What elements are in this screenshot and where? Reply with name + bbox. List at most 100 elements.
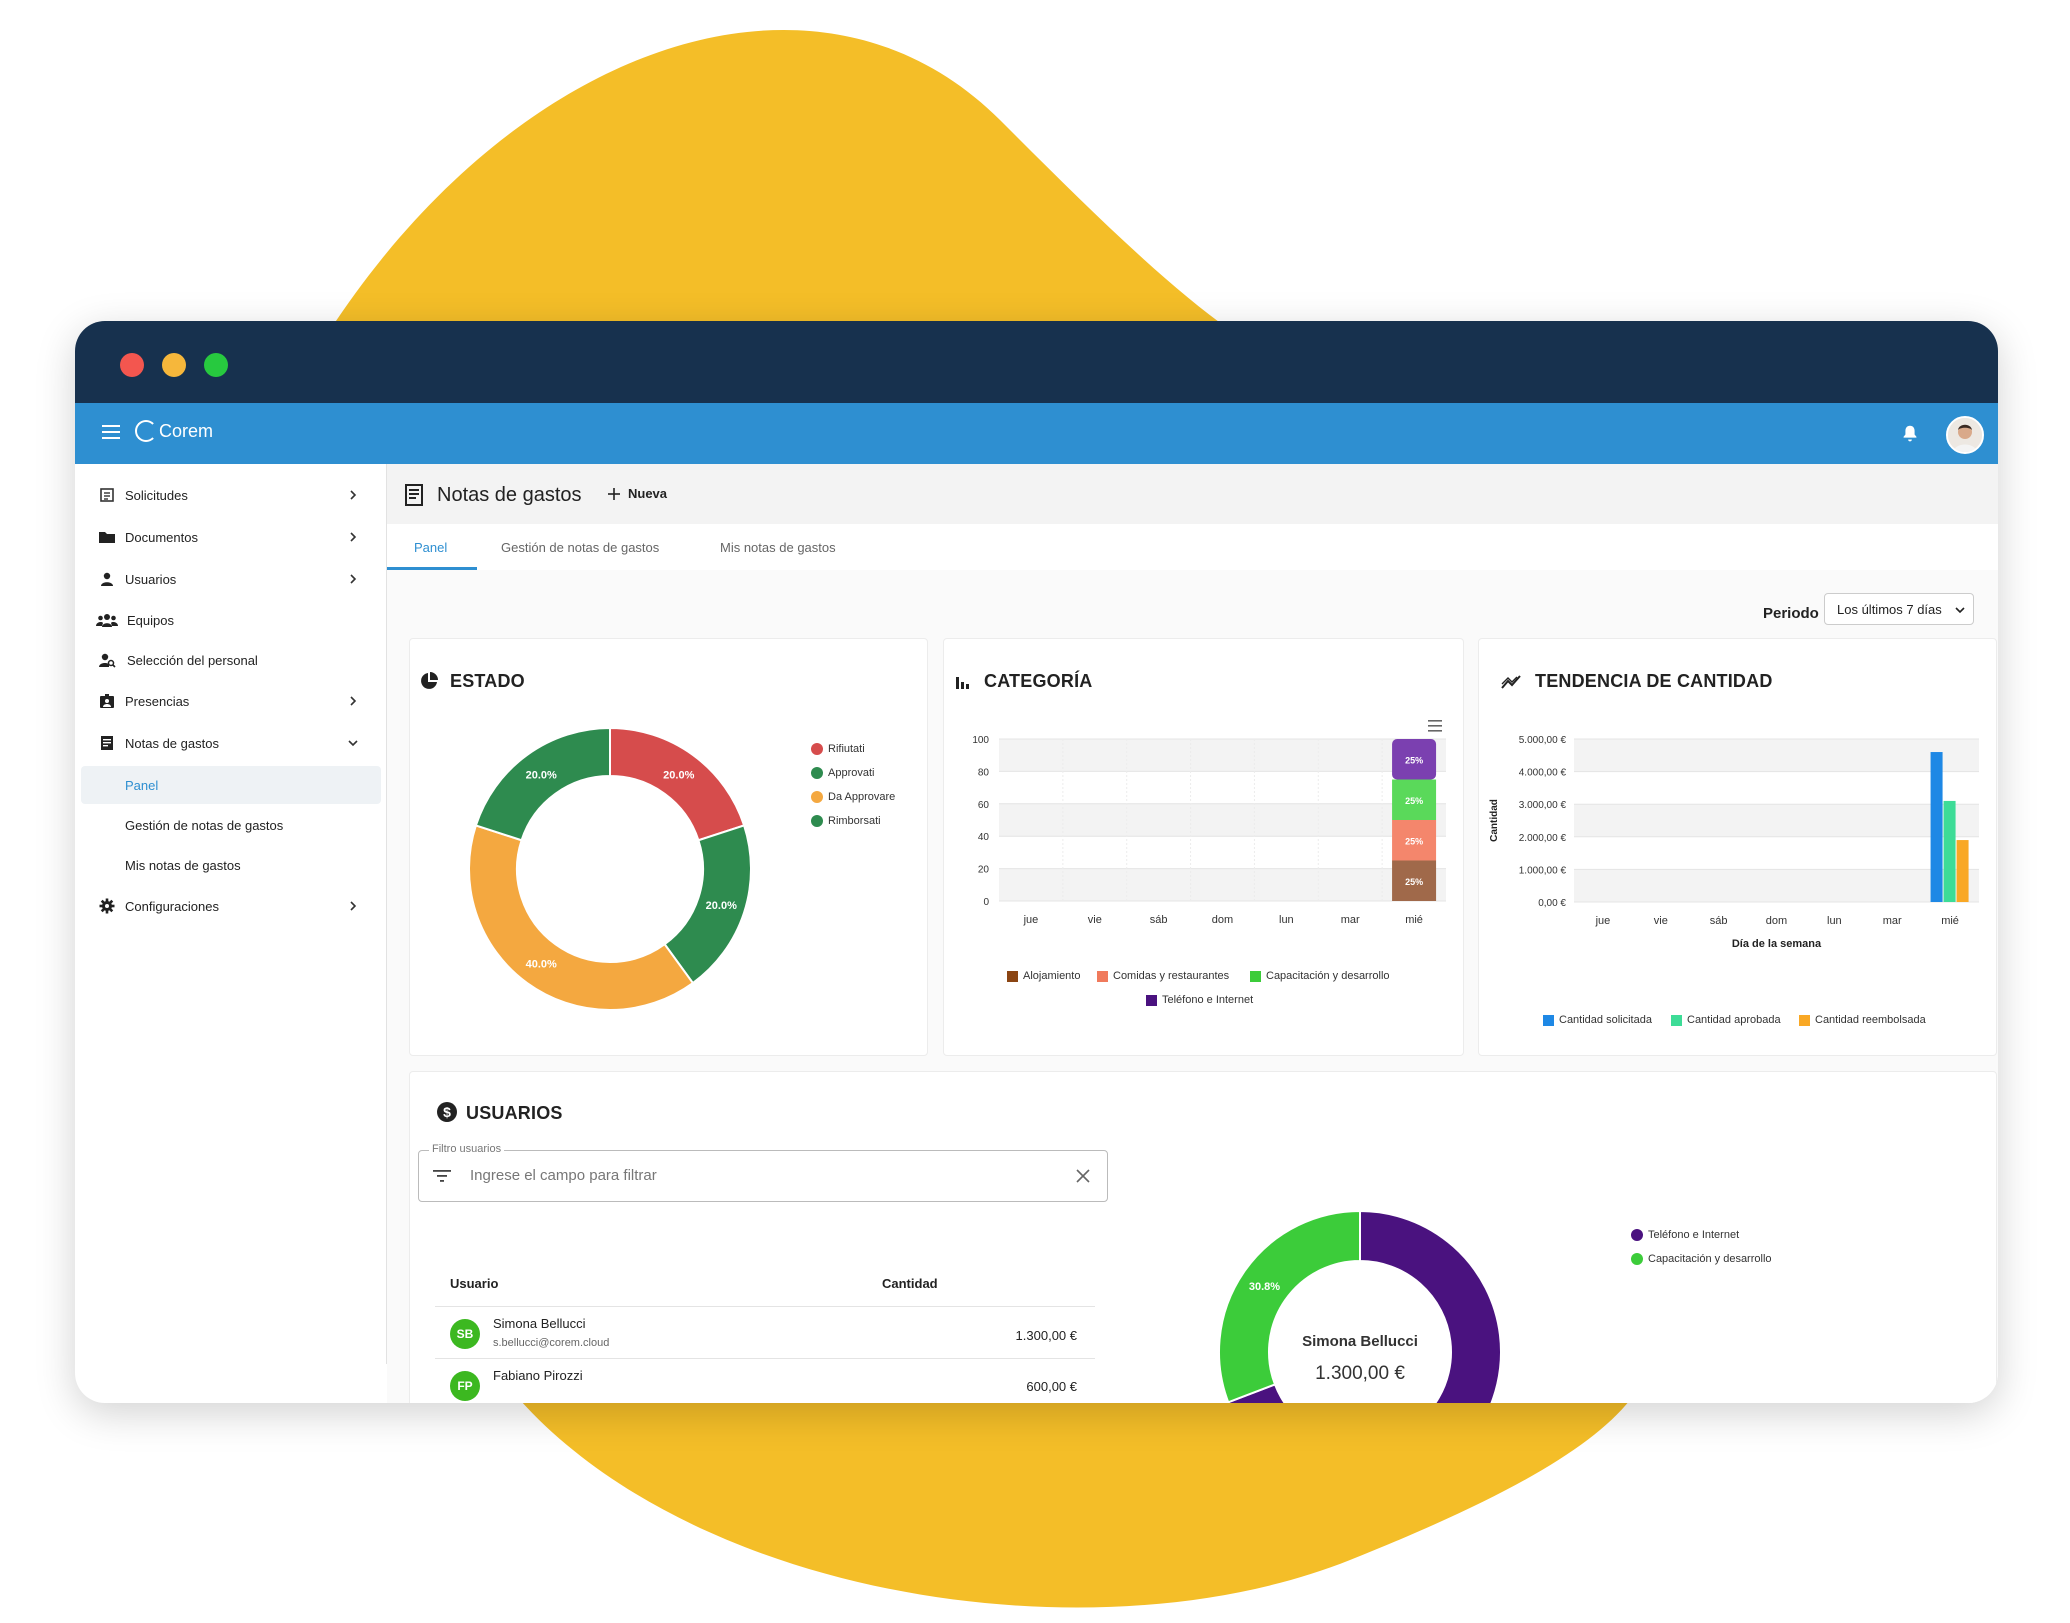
chart-menu-icon[interactable]: [1428, 720, 1442, 732]
user-search-icon: [98, 651, 116, 669]
estado-slice[interactable]: [474, 726, 611, 842]
legend-item[interactable]: Rimborsati: [811, 815, 881, 827]
tab-active-indicator: [387, 567, 477, 570]
legend-item[interactable]: Cantidad solicitada: [1543, 1014, 1652, 1026]
legend-label: Capacitación y desarrollo: [1266, 970, 1390, 982]
usuarios-slice[interactable]: [1226, 1209, 1502, 1403]
minimize-window-button[interactable]: [162, 353, 186, 377]
legend-item[interactable]: Comidas y restaurantes: [1097, 970, 1229, 982]
sidebar-subitem-gestion[interactable]: Gestión de notas de gastos: [125, 818, 284, 833]
usuarios-donut-chart: 30.8% Simona Bellucci 1.300,00 €: [1218, 1209, 1502, 1403]
legend-label: Comidas y restaurantes: [1113, 970, 1230, 982]
bar-segment[interactable]: [1392, 860, 1437, 902]
bar[interactable]: [1930, 752, 1943, 902]
sidebar-item-usuarios[interactable]: Usuarios: [75, 562, 386, 596]
legend-label: Approvati: [828, 767, 875, 779]
chevron-right-icon: [350, 901, 357, 911]
sidebar-item-label: Documentos: [125, 529, 198, 545]
legend-swatch: [811, 791, 823, 803]
bar-segment[interactable]: [1392, 739, 1437, 780]
list-icon: [98, 486, 116, 504]
user-avatar-icon: [1948, 418, 1982, 452]
bar-data-label: 25%: [1405, 796, 1423, 806]
legend-label: Teléfono e Internet: [1162, 994, 1254, 1006]
bar-data-label: 25%: [1405, 877, 1423, 887]
legend-item[interactable]: Da Approvare: [811, 791, 895, 803]
column-header-amount[interactable]: Cantidad: [882, 1276, 938, 1291]
legend-item[interactable]: Capacitación y desarrollo: [1250, 970, 1390, 982]
bar-segment[interactable]: [1392, 820, 1437, 861]
receipt-icon: [98, 734, 116, 752]
legend-swatch: [1631, 1253, 1643, 1265]
chevron-down-icon: [1955, 607, 1965, 614]
sidebar-item-notas-de-gastos[interactable]: Notas de gastos: [75, 726, 386, 760]
close-window-button[interactable]: [120, 353, 144, 377]
estado-slice[interactable]: [609, 726, 746, 842]
badge-icon: [98, 692, 116, 710]
x-tick-label: sáb: [1710, 915, 1728, 927]
tab-panel[interactable]: Panel: [414, 540, 448, 555]
x-tick-label: lun: [1827, 915, 1842, 927]
chevron-right-icon: [350, 490, 357, 500]
sidebar-item-configuraciones[interactable]: Configuraciones: [75, 889, 386, 923]
estado-slice[interactable]: [468, 824, 695, 1011]
new-expense-button[interactable]: Nueva: [608, 486, 667, 501]
y-tick-label: 1.000,00 €: [1519, 865, 1567, 876]
sidebar-subitem-panel[interactable]: Panel: [125, 778, 159, 793]
app-logo[interactable]: Corem: [135, 420, 213, 442]
bar-data-label: 25%: [1405, 755, 1423, 765]
period-select[interactable]: Los últimos 7 días: [1824, 593, 1974, 625]
pie-chart-icon: [421, 672, 438, 689]
column-header-user[interactable]: Usuario: [450, 1276, 499, 1291]
y-tick-label: 5.000,00 €: [1519, 735, 1567, 746]
y-axis-title: Cantidad: [1489, 799, 1500, 842]
legend-item[interactable]: Rifiutati: [811, 743, 865, 755]
legend-item[interactable]: Cantidad reembolsada: [1799, 1014, 1926, 1026]
estado-slice-label: 40.0%: [526, 959, 557, 971]
bar[interactable]: [1943, 800, 1956, 902]
usuarios-slice[interactable]: [1218, 1209, 1361, 1403]
legend-item[interactable]: Approvati: [811, 767, 874, 779]
legend-item[interactable]: Teléfono e Internet: [1146, 994, 1253, 1006]
user-icon: [98, 570, 116, 588]
x-tick-label: jue: [1023, 914, 1039, 926]
sidebar-item-solicitudes[interactable]: Solicitudes: [75, 478, 386, 512]
maximize-window-button[interactable]: [204, 353, 228, 377]
bar[interactable]: [1956, 840, 1969, 902]
corem-logo-icon: [135, 420, 157, 442]
user-avatar[interactable]: [1946, 416, 1984, 454]
notification-bell-icon[interactable]: [1899, 423, 1921, 445]
sidebar-item-seleccion-personal[interactable]: Selección del personal: [75, 643, 386, 677]
sidebar-item-documentos[interactable]: Documentos: [75, 520, 386, 554]
user-filter-field[interactable]: Filtro usuarios Ingrese el campo para fi…: [418, 1143, 1108, 1202]
legend-item[interactable]: Alojamiento: [1007, 970, 1080, 982]
sidebar-item-equipos[interactable]: Equipos: [75, 603, 386, 637]
tab-gestion[interactable]: Gestión de notas de gastos: [501, 540, 660, 555]
y-tick-label: 100: [972, 735, 989, 746]
y-tick-label: 4.000,00 €: [1519, 768, 1567, 779]
bar-segment[interactable]: [1392, 779, 1437, 821]
tendencia-bar-chart: 0,00 € 1.000,00 € 2.000,00 € 3.000,00 € 4.00…: [1489, 735, 1979, 950]
chevron-right-icon: [350, 696, 357, 706]
legend-item[interactable]: Cantidad aprobada: [1671, 1014, 1781, 1026]
sidebar-item-presencias[interactable]: Presencias: [75, 684, 386, 718]
page-title: Notas de gastos: [437, 484, 582, 506]
plus-icon: [608, 487, 620, 500]
page-header: Notas de gastos Nueva: [387, 464, 1998, 524]
x-tick-label: lun: [1279, 914, 1294, 926]
sidebar-subitem-mis-notas[interactable]: Mis notas de gastos: [125, 858, 241, 873]
y-tick-label: 3.000,00 €: [1519, 800, 1567, 811]
tab-mis-notas[interactable]: Mis notas de gastos: [720, 540, 836, 555]
user-filter-input[interactable]: Ingrese el campo para filtrar: [470, 1167, 657, 1184]
menu-icon[interactable]: [102, 425, 120, 439]
clear-filter-icon[interactable]: [1076, 1169, 1090, 1183]
legend-swatch: [811, 815, 823, 827]
legend-item[interactable]: Teléfono e Internet: [1631, 1229, 1739, 1241]
usuarios-slice-label: 30.8%: [1249, 1281, 1280, 1293]
y-tick-label: 0: [983, 897, 989, 908]
x-axis-title: Día de la semana: [1732, 938, 1822, 950]
app-logo-text: Corem: [159, 420, 214, 441]
app-window: Corem Solicitudes Documentos Usua: [75, 321, 1998, 1403]
legend-item[interactable]: Capacitación y desarrollo: [1631, 1253, 1772, 1265]
